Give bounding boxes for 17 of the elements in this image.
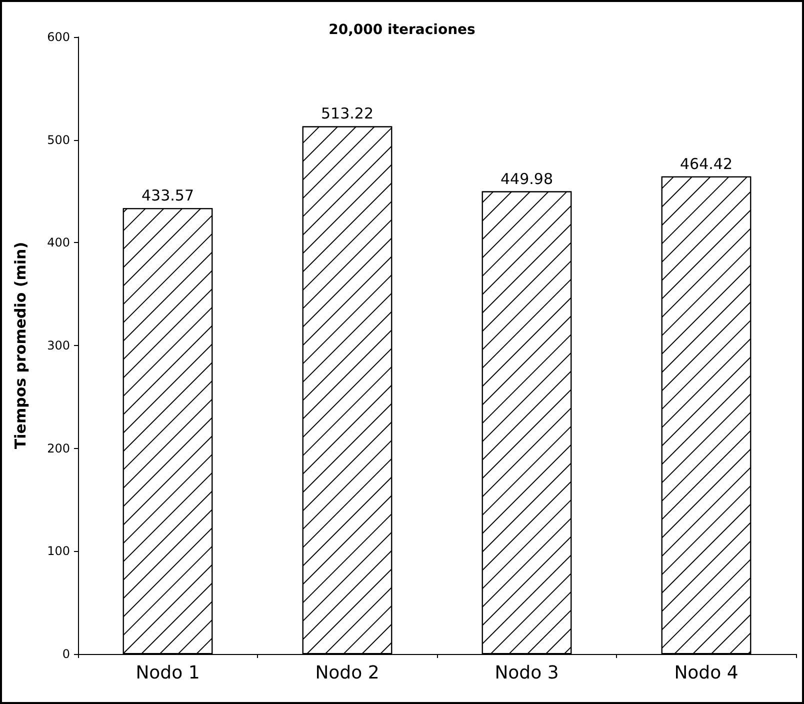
y-tick-label: 0 bbox=[62, 647, 70, 661]
x-tick-label: Nodo 4 bbox=[674, 662, 738, 684]
data-label: 513.22 bbox=[321, 104, 374, 123]
y-tick-label: 200 bbox=[47, 441, 70, 456]
x-tick-label: Nodo 3 bbox=[494, 662, 559, 684]
data-label: 464.42 bbox=[680, 154, 732, 173]
y-axis-title: Tiempos promedio (min) bbox=[12, 242, 30, 450]
chart-title: 20,000 iteraciones bbox=[328, 22, 476, 38]
y-tick-label: 400 bbox=[47, 236, 70, 250]
y-tick-label: 100 bbox=[47, 544, 70, 558]
y-tick-label: 500 bbox=[47, 132, 70, 147]
data-label: 433.57 bbox=[142, 186, 194, 205]
y-tick-label: 300 bbox=[47, 338, 70, 352]
x-tick-label: Nodo 1 bbox=[136, 662, 200, 684]
data-label: 449.98 bbox=[500, 170, 553, 188]
y-tick-label: 600 bbox=[47, 30, 70, 44]
x-tick-label: Nodo 2 bbox=[315, 662, 380, 684]
